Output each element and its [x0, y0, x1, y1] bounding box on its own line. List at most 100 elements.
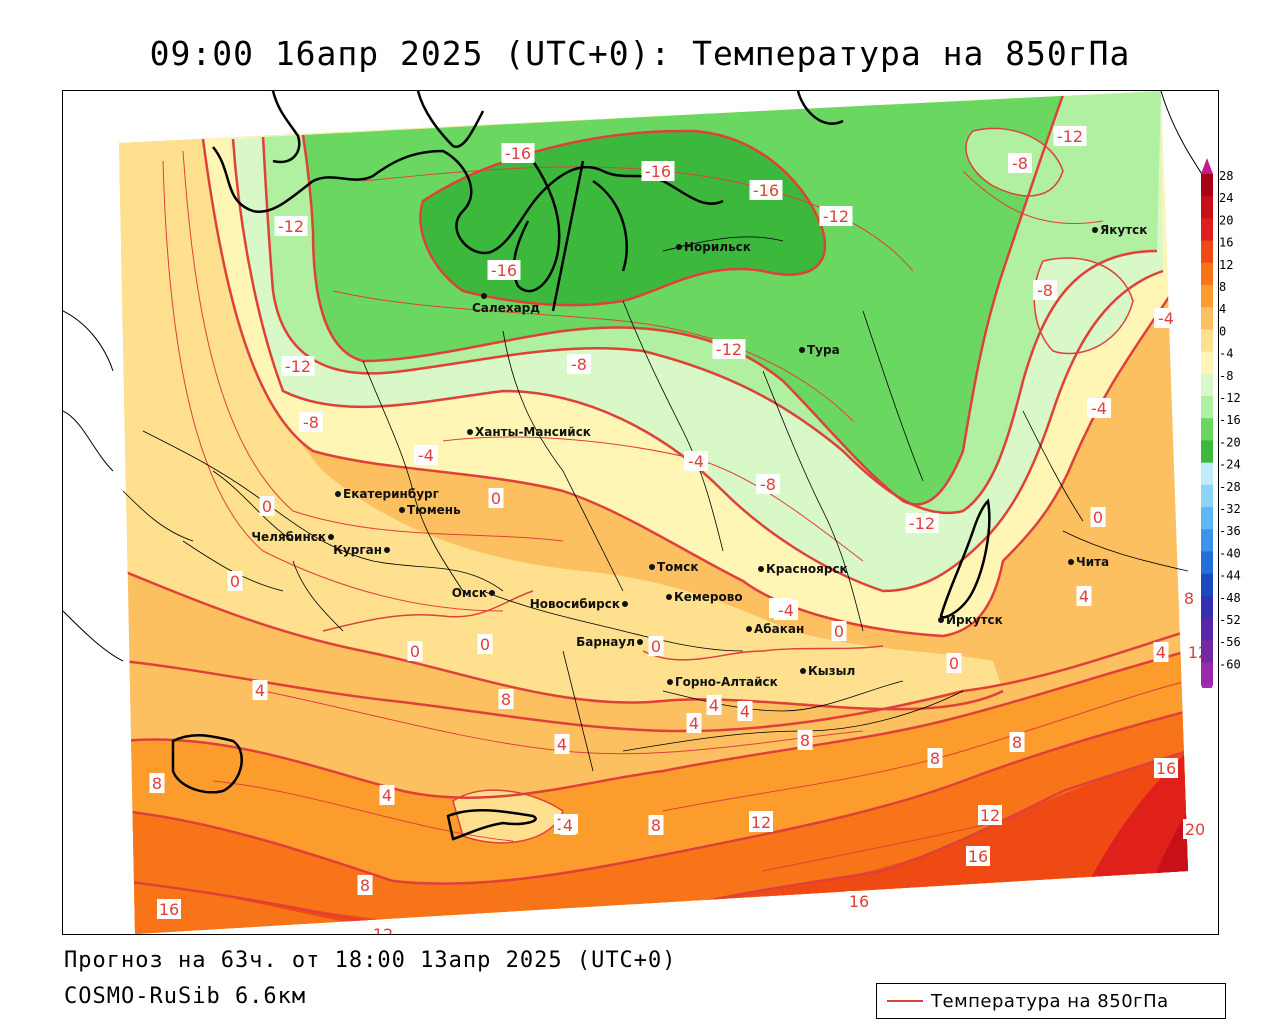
city-label: Тура: [807, 343, 840, 357]
colorbar-label: -24: [1219, 458, 1241, 472]
svg-text:-12: -12: [716, 340, 742, 359]
city-marker: [1092, 227, 1098, 233]
isoline-label: 0: [831, 621, 847, 641]
svg-text:20: 20: [1185, 820, 1205, 839]
field-east-patch: [1034, 257, 1133, 354]
isoline-label: 20: [1183, 819, 1207, 839]
city-label: Тюмень: [407, 503, 461, 517]
colorbar-segment: [1201, 285, 1213, 308]
city-label: Чита: [1076, 555, 1109, 569]
city-marker: [489, 590, 495, 596]
svg-text:16: 16: [1156, 759, 1176, 778]
colorbar-label: -60: [1219, 657, 1241, 671]
svg-text:0: 0: [230, 572, 240, 591]
city-label: Кызыл: [808, 664, 855, 678]
isoline-label: 12: [978, 805, 1002, 825]
svg-text:-16: -16: [645, 162, 671, 181]
colorbar-segment: [1201, 351, 1213, 375]
city-label: Горно-Алтайск: [675, 675, 778, 689]
svg-text:4: 4: [255, 681, 265, 700]
colorbar-segment: [1201, 529, 1213, 552]
isoline-label: 4: [1153, 642, 1169, 662]
isoline-label: 4: [737, 701, 753, 721]
isoline-label: 8: [1009, 732, 1025, 752]
colorbar-label: -8: [1219, 369, 1233, 383]
city-label: Барнаул: [576, 635, 635, 649]
colorbar-bottom-arrow: [1201, 684, 1213, 688]
isoline-label: 4: [1076, 586, 1092, 606]
isoline-label: -12: [712, 339, 746, 359]
svg-text:8: 8: [501, 690, 511, 709]
city-label: Салехард: [472, 301, 540, 315]
isoline-label: 4: [706, 695, 722, 715]
isoline-label: 8: [927, 748, 943, 768]
colorbar-top-arrow: [1201, 158, 1213, 174]
svg-text:8: 8: [1184, 589, 1194, 608]
svg-text:4: 4: [740, 702, 750, 721]
city-label: Курган: [333, 543, 382, 557]
svg-text:-12: -12: [278, 217, 304, 236]
svg-text:-12: -12: [823, 207, 849, 226]
isoline-label: 0: [227, 571, 243, 591]
colorbar-segment: [1201, 595, 1213, 619]
city-label: Норильск: [684, 240, 751, 254]
svg-text:12: 12: [373, 925, 393, 934]
city-label: Кемерово: [674, 590, 743, 604]
svg-text:0: 0: [834, 622, 844, 641]
svg-text:-4: -4: [1091, 399, 1107, 418]
city-label: Ханты-Мансийск: [475, 425, 591, 439]
field-0-band: [119, 139, 1003, 710]
svg-text:-16: -16: [505, 144, 531, 163]
colorbar-label: -40: [1219, 546, 1241, 560]
city-marker: [938, 617, 944, 623]
isoline-label: -12: [905, 513, 939, 533]
isoline-label: -16: [501, 143, 535, 163]
cities-layer: Салехард Норильск Якутск Тура Ханты-Мансийск…: [149, 126, 1210, 934]
colorbar-label: -52: [1219, 613, 1241, 627]
city-marker: [335, 491, 341, 497]
city-marker: [622, 601, 628, 607]
city-marker: [746, 626, 752, 632]
isoline-label: 0: [648, 636, 664, 656]
colorbar-label: -4: [1219, 347, 1233, 361]
isoline-label: 8: [1181, 588, 1197, 608]
city-label: Иркутск: [946, 613, 1003, 627]
isoline-label: -16: [641, 161, 675, 181]
colorbar-label: 0: [1219, 324, 1226, 338]
svg-text:4: 4: [709, 696, 719, 715]
coastlines: [63, 91, 1214, 841]
colorbar-label: 16: [1219, 236, 1233, 250]
isoline-label: 8: [357, 875, 373, 895]
city-marker: [328, 534, 334, 540]
colorbar-segment: [1201, 440, 1213, 464]
city-label: Якутск: [1100, 223, 1147, 237]
svg-text:8: 8: [930, 749, 940, 768]
svg-text:0: 0: [949, 654, 959, 673]
legend-line-swatch: [887, 1000, 923, 1002]
isoline-label: -4: [774, 600, 798, 620]
city-marker: [649, 564, 655, 570]
city-label: Новосибирск: [530, 597, 620, 611]
isoline-label: 0: [488, 488, 504, 508]
colorbar-segment: [1201, 218, 1213, 242]
model-info: COSMO-RuSib 6.6км: [64, 984, 307, 1009]
colorbar-label: -36: [1219, 524, 1241, 538]
city-label: Челябинск: [251, 530, 326, 544]
legend-label: Температура на 850гПа: [931, 990, 1169, 1012]
colorbar-label: -28: [1219, 480, 1241, 494]
svg-text:4: 4: [382, 786, 392, 805]
city-label: Екатеринбург: [343, 487, 439, 501]
colorbar-label: -20: [1219, 435, 1241, 449]
svg-text:16: 16: [159, 900, 179, 919]
isoline-label: 16: [157, 899, 181, 919]
isoline-label: -16: [487, 260, 521, 280]
city-marker: [384, 547, 390, 553]
colorbar: 28 24 20 16 12 8 4 0 -4 -8 -12 -16 -20 -24 -28 -32 -36 -4…: [1201, 158, 1241, 688]
svg-text:-4: -4: [418, 446, 434, 465]
svg-text:16: 16: [849, 892, 869, 911]
isoline-label: -12: [281, 356, 315, 376]
svg-text:-4: -4: [1158, 309, 1174, 328]
svg-text:0: 0: [262, 497, 272, 516]
isoline-label: 0: [407, 641, 423, 661]
city-marker: [758, 566, 764, 572]
